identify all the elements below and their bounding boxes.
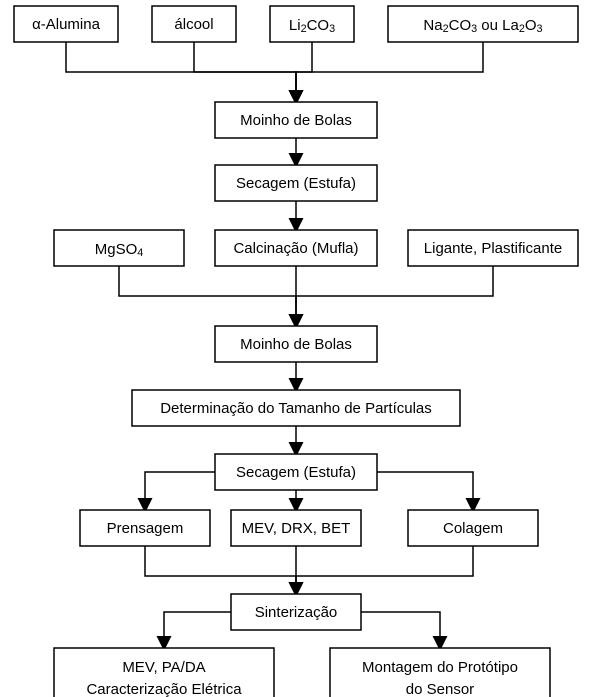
arrow-11	[145, 472, 215, 510]
arrow-15	[296, 546, 473, 594]
label-mevpa-1: Caracterização Elétrica	[86, 681, 242, 697]
arrow-1	[194, 42, 296, 102]
arrow-3	[296, 42, 483, 102]
node-alcool: álcool	[152, 6, 236, 42]
node-alumina: α-Alumina	[14, 6, 118, 42]
node-mevdrxbet: MEV, DRX, BET	[231, 510, 361, 546]
node-li2co3: Li2CO3	[270, 6, 354, 42]
node-colagem: Colagem	[408, 510, 538, 546]
node-na_la: Na2CO3 ou La2O3	[388, 6, 578, 42]
arrow-12	[377, 472, 473, 510]
label-alcool: álcool	[174, 16, 213, 33]
node-calcinacao: Calcinação (Mufla)	[215, 230, 377, 266]
label-determ: Determinação do Tamanho de Partículas	[160, 400, 432, 417]
arrow-17	[164, 612, 231, 648]
label-alumina: α-Alumina	[32, 16, 101, 33]
label-ligante: Ligante, Plastificante	[424, 240, 562, 257]
label-moinho2: Moinho de Bolas	[240, 336, 352, 353]
arrow-18	[361, 612, 440, 648]
node-ligante: Ligante, Plastificante	[408, 230, 578, 266]
label-mgso4: MgSO4	[95, 241, 144, 259]
label-mevdrxbet: MEV, DRX, BET	[242, 520, 351, 537]
node-secagem2: Secagem (Estufa)	[215, 454, 377, 490]
label-secagem2: Secagem (Estufa)	[236, 464, 356, 481]
label-montagem-1: do Sensor	[406, 681, 474, 697]
node-moinho1: Moinho de Bolas	[215, 102, 377, 138]
arrow-6	[119, 266, 296, 326]
node-prensagem: Prensagem	[80, 510, 210, 546]
label-montagem-0: Montagem do Protótipo	[362, 659, 518, 676]
label-colagem: Colagem	[443, 520, 503, 537]
label-sinter: Sinterização	[255, 604, 338, 621]
node-mevpa: MEV, PA/DA Caracterização Elétrica	[54, 648, 274, 697]
node-montagem: Montagem do Protótipo do Sensor	[330, 648, 550, 697]
label-secagem1: Secagem (Estufa)	[236, 175, 356, 192]
arrow-14	[145, 546, 296, 594]
label-moinho1: Moinho de Bolas	[240, 112, 352, 129]
label-li2co3: Li2CO3	[289, 17, 335, 35]
flowchart: α-Alumina álcool Li2CO3 Na2CO3 ou La2O3 Moin…	[0, 0, 592, 697]
label-mevpa-0: MEV, PA/DA	[122, 659, 205, 676]
label-na_la: Na2CO3 ou La2O3	[423, 17, 542, 35]
node-secagem1: Secagem (Estufa)	[215, 165, 377, 201]
label-calcinacao: Calcinação (Mufla)	[233, 240, 358, 257]
node-determ: Determinação do Tamanho de Partículas	[132, 390, 460, 426]
node-mgso4: MgSO4	[54, 230, 184, 266]
label-prensagem: Prensagem	[107, 520, 184, 537]
node-sinter: Sinterização	[231, 594, 361, 630]
node-moinho2: Moinho de Bolas	[215, 326, 377, 362]
arrow-8	[296, 266, 493, 326]
